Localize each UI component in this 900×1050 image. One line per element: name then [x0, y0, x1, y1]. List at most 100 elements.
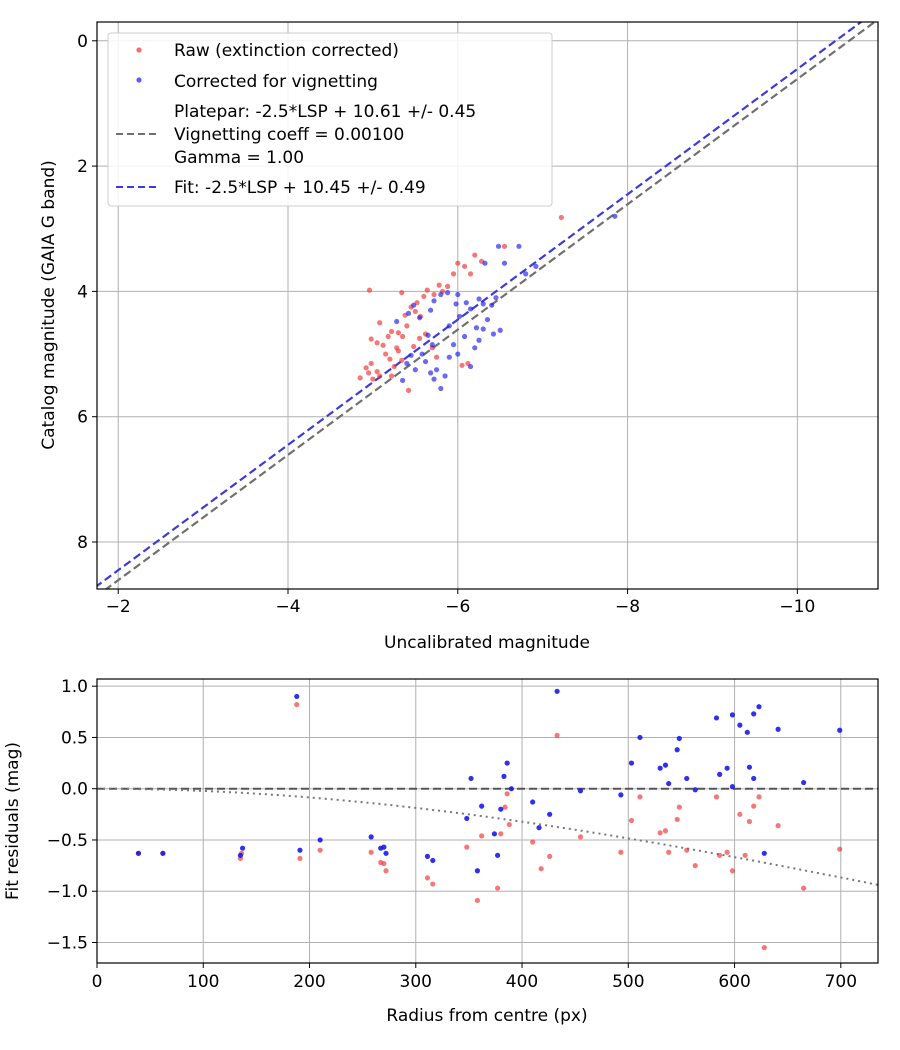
top-plot-frame	[96, 21, 879, 590]
top-y-ticks: 0 2 4 6 8	[77, 32, 97, 553]
raw-point	[374, 368, 380, 375]
corrected-residual-point	[464, 815, 470, 822]
vignetting-curve	[97, 787, 878, 886]
raw-residual-point	[530, 839, 536, 845]
top-line-fit	[97, 22, 863, 588]
raw-residual-point	[717, 852, 723, 858]
corrected-point	[612, 213, 618, 219]
corrected-point	[480, 326, 486, 332]
bottom-x-tick-label: 400	[506, 972, 538, 992]
bottom-y-tick-label: −0.5	[47, 831, 88, 851]
raw-residual-point	[430, 881, 436, 887]
raw-residual-point	[474, 897, 481, 904]
corrected-residual-point	[577, 788, 584, 794]
corrected-point	[408, 352, 414, 358]
raw-residual-point	[637, 794, 643, 800]
corrected-point	[438, 291, 444, 298]
raw-point	[416, 335, 423, 341]
raw-residual-point	[801, 885, 807, 891]
bottom-reference-lines	[97, 787, 878, 886]
corrected-point	[461, 333, 468, 340]
raw-point	[472, 252, 478, 258]
raw-residual-point	[494, 885, 501, 891]
bottom-x-tick-label: 200	[293, 972, 325, 992]
corrected-residual-point	[692, 787, 698, 793]
raw-residual-point	[368, 849, 374, 855]
raw-point	[363, 365, 369, 371]
corrected-residual-point	[430, 857, 436, 864]
raw-residual-point	[498, 831, 504, 837]
raw-point	[445, 283, 451, 289]
raw-point	[385, 333, 391, 340]
top-y-tick-label: 2	[77, 157, 88, 177]
raw-point	[357, 375, 363, 381]
corrected-point	[497, 327, 503, 333]
raw-residual-point	[666, 849, 672, 855]
corrected-residual-point	[498, 806, 504, 812]
raw-residual-point	[538, 866, 544, 872]
raw-residual-point	[737, 811, 743, 817]
corrected-point	[446, 323, 452, 329]
corrected-residual-point	[368, 834, 374, 840]
corrected-residual-point	[297, 847, 303, 853]
corrected-residual-point	[637, 734, 643, 741]
raw-point	[501, 243, 508, 249]
corrected-point	[425, 332, 431, 338]
raw-residual-point	[297, 855, 303, 862]
corrected-point	[489, 302, 495, 308]
corrected-residual-point	[729, 712, 736, 718]
raw-point	[558, 214, 564, 221]
raw-point	[450, 271, 457, 277]
corrected-residual-point	[775, 726, 781, 732]
top-y-tick-label: 4	[77, 282, 88, 302]
raw-point	[433, 354, 440, 360]
raw-point	[424, 287, 430, 293]
raw-point	[405, 387, 412, 393]
corrected-point	[446, 354, 452, 360]
corrected-residual-point	[676, 735, 682, 742]
corrected-point	[445, 290, 451, 296]
raw-point	[421, 293, 427, 300]
corrected-residual-point	[618, 792, 624, 798]
corrected-point	[429, 342, 435, 348]
raw-point	[431, 291, 437, 298]
corrected-point	[422, 358, 429, 365]
raw-residual-point	[547, 853, 553, 859]
corrected-residual-point	[657, 765, 663, 771]
raw-residual-point	[761, 945, 767, 951]
corrected-residual-point	[746, 764, 753, 770]
corrected-residual-point	[717, 771, 723, 777]
corrected-residual-point	[554, 688, 560, 694]
raw-point	[436, 282, 442, 288]
bottom-x-tick-label: 600	[718, 972, 750, 992]
corrected-point	[404, 360, 410, 367]
corrected-point	[472, 345, 478, 351]
residuals-chart: 0 100 200 300 400 500 600 700 −1.5 −1.0 −0.5 0.0 0.…	[3, 677, 879, 1026]
top-fit-lines	[97, 22, 877, 589]
raw-point	[400, 333, 406, 340]
raw-point	[455, 260, 461, 266]
raw-residual-point	[504, 791, 510, 797]
corrected-residual-point	[536, 825, 542, 831]
raw-residual-point	[837, 846, 843, 852]
corrected-point	[467, 363, 474, 370]
raw-point	[368, 360, 374, 367]
corrected-point	[453, 301, 459, 307]
corrected-residual-point	[135, 850, 142, 856]
corrected-residual-point	[801, 779, 807, 786]
raw-residual-point	[294, 702, 300, 708]
corrected-residual-point	[381, 844, 387, 850]
corrected-residual-point	[508, 786, 515, 792]
top-y-tick-label: 6	[77, 408, 88, 428]
raw-residual-point	[381, 860, 387, 867]
raw-point	[461, 263, 468, 269]
corrected-point	[463, 300, 469, 306]
raw-residual-point	[554, 732, 560, 738]
bottom-x-tick-label: 500	[612, 972, 644, 992]
raw-point	[411, 343, 417, 350]
raw-residual-point	[692, 862, 698, 869]
bottom-x-tick-label: 300	[400, 972, 432, 992]
corrected-point	[501, 260, 508, 266]
corrected-point	[394, 318, 400, 325]
